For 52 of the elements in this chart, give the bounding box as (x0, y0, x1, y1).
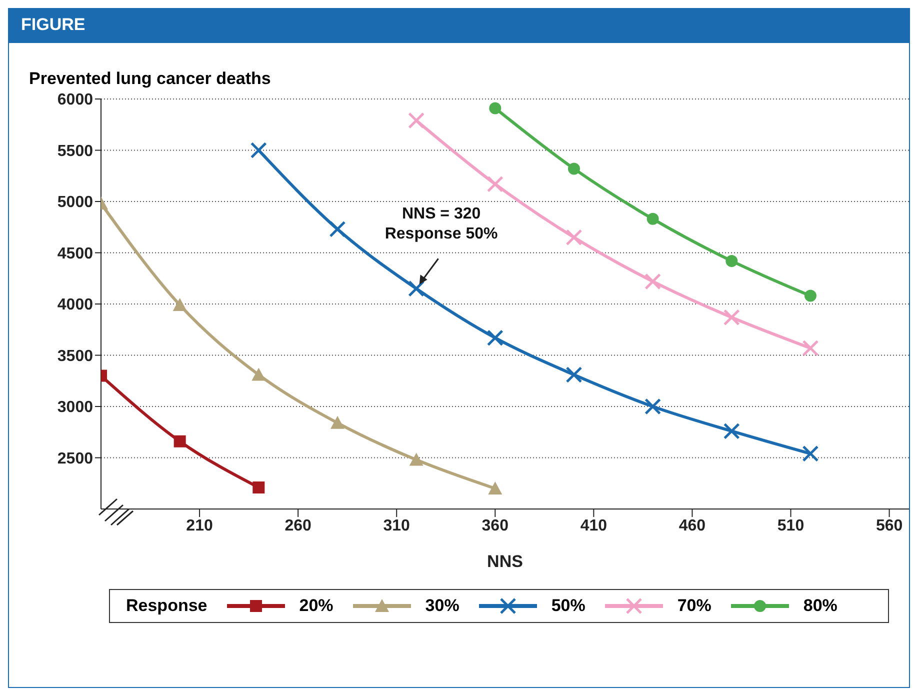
point (488, 482, 502, 494)
point (174, 435, 186, 448)
point (408, 280, 425, 297)
point (486, 176, 504, 192)
legend-label: 70% (677, 596, 712, 616)
point (568, 162, 580, 175)
point (646, 212, 659, 225)
legend-label: 30% (425, 596, 460, 616)
point (644, 273, 662, 290)
x-tick-label: 560 (876, 517, 903, 534)
y-axis-title: Prevented lung cancer deaths (29, 69, 272, 89)
x-tick-label: 410 (580, 517, 608, 534)
x-tick-label: 210 (186, 517, 213, 534)
point (409, 452, 424, 466)
y-tick-label: 3000 (57, 399, 94, 416)
point (566, 229, 582, 246)
y-tick-label: 4000 (57, 296, 94, 314)
y-tick-label: 2500 (57, 450, 94, 468)
point (802, 445, 819, 462)
point (252, 481, 265, 494)
x-tick-label: 310 (383, 517, 410, 534)
y-tick-label: 3500 (57, 348, 94, 365)
point (408, 112, 425, 129)
y-tick-label: 5000 (57, 194, 94, 212)
point (804, 290, 816, 302)
legend-label: 20% (299, 596, 334, 616)
y-tick-label: 5500 (57, 142, 94, 160)
point (252, 368, 266, 381)
point (726, 254, 738, 267)
x-tick-label: 510 (777, 517, 804, 534)
legend-title: Response (126, 596, 208, 616)
point (723, 309, 740, 326)
legend-label: 80% (803, 596, 838, 616)
point (330, 416, 344, 429)
annotation: NNS = 320 Response 50% (384, 206, 498, 243)
y-tick-label: 4500 (57, 245, 94, 262)
point (172, 298, 187, 312)
point (486, 330, 504, 346)
point (489, 102, 502, 114)
y-tick-label: 6000 (57, 92, 94, 109)
legend-label: 50% (551, 596, 586, 616)
point (566, 366, 582, 383)
point (644, 398, 662, 415)
x-axis-title: NNS (487, 552, 523, 571)
x-tick-label: 460 (678, 517, 706, 534)
point (329, 220, 346, 238)
chart-title: FIGURE (9, 9, 909, 43)
point (802, 340, 819, 356)
point (723, 422, 740, 440)
x-tick-label: 360 (482, 517, 509, 534)
x-tick-label: 260 (284, 517, 312, 534)
point (250, 142, 267, 158)
